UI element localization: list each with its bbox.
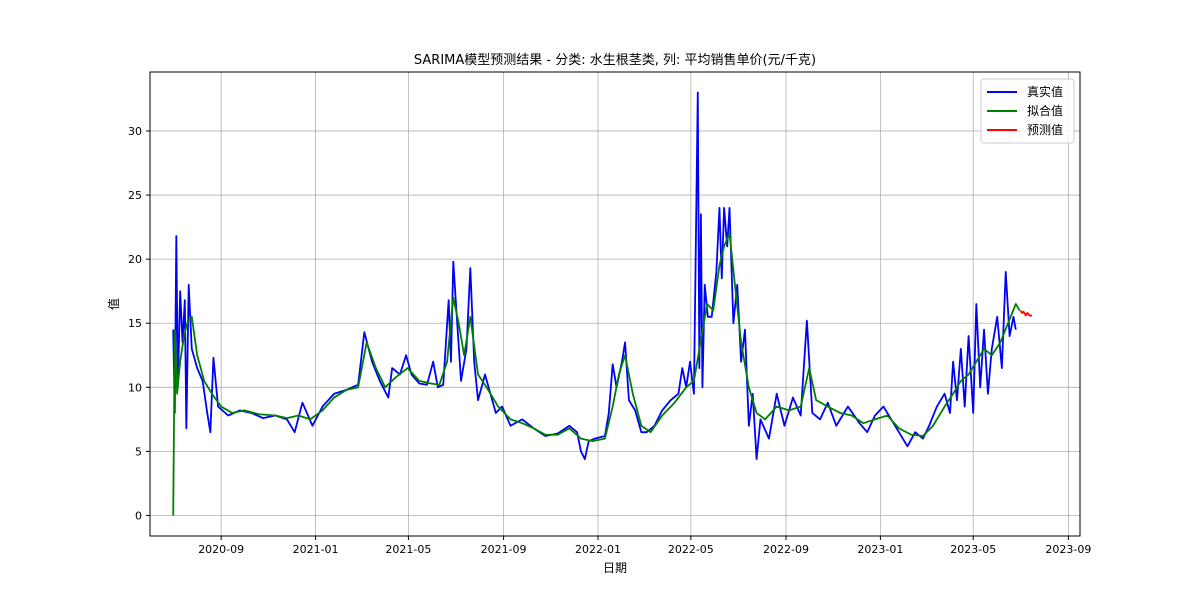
y-tick-label: 0 (135, 509, 142, 522)
x-tick-label: 2023-09 (1045, 543, 1091, 556)
legend-box (980, 78, 1075, 144)
x-tick-label: 2022-01 (575, 543, 621, 556)
series-line-2 (1019, 309, 1033, 317)
plot-frame (149, 71, 1081, 537)
y-tick-label: 20 (128, 253, 142, 266)
legend-label: 预测值 (1027, 122, 1063, 137)
x-tick-label: 2021-05 (385, 543, 431, 556)
y-tick-label: 15 (128, 317, 142, 330)
x-tick-label: 2020-09 (198, 543, 244, 556)
chart-title: SARIMA模型预测结果 - 分类: 水生根茎类, 列: 平均销售单价(元/千克… (414, 52, 816, 68)
series-layer (172, 91, 1033, 516)
x-tick-label: 2022-05 (668, 543, 714, 556)
x-tick-label: 2021-09 (481, 543, 527, 556)
grid (150, 72, 1080, 536)
y-tick-label: 5 (135, 445, 142, 458)
legend-label: 拟合值 (1027, 103, 1063, 118)
x-axis-title: 日期 (603, 561, 627, 575)
y-axis: 0 5 10 15 20 25 30 (128, 125, 150, 522)
x-tick-label: 2021-01 (293, 543, 339, 556)
legend-label: 真实值 (1027, 84, 1063, 99)
y-tick-label: 10 (128, 381, 142, 394)
y-tick-label: 30 (128, 125, 142, 138)
y-tick-label: 25 (128, 189, 142, 202)
y-axis-title: 值 (106, 298, 121, 310)
series-line-1 (172, 232, 1021, 516)
x-axis: 2020-09 2021-01 2021-05 2021-09 2022-01 2022-… (198, 536, 1091, 556)
x-tick-label: 2022-09 (763, 543, 809, 556)
x-tick-label: 2023-05 (950, 543, 996, 556)
x-tick-label: 2023-01 (857, 543, 903, 556)
series-line-0 (172, 91, 1017, 460)
